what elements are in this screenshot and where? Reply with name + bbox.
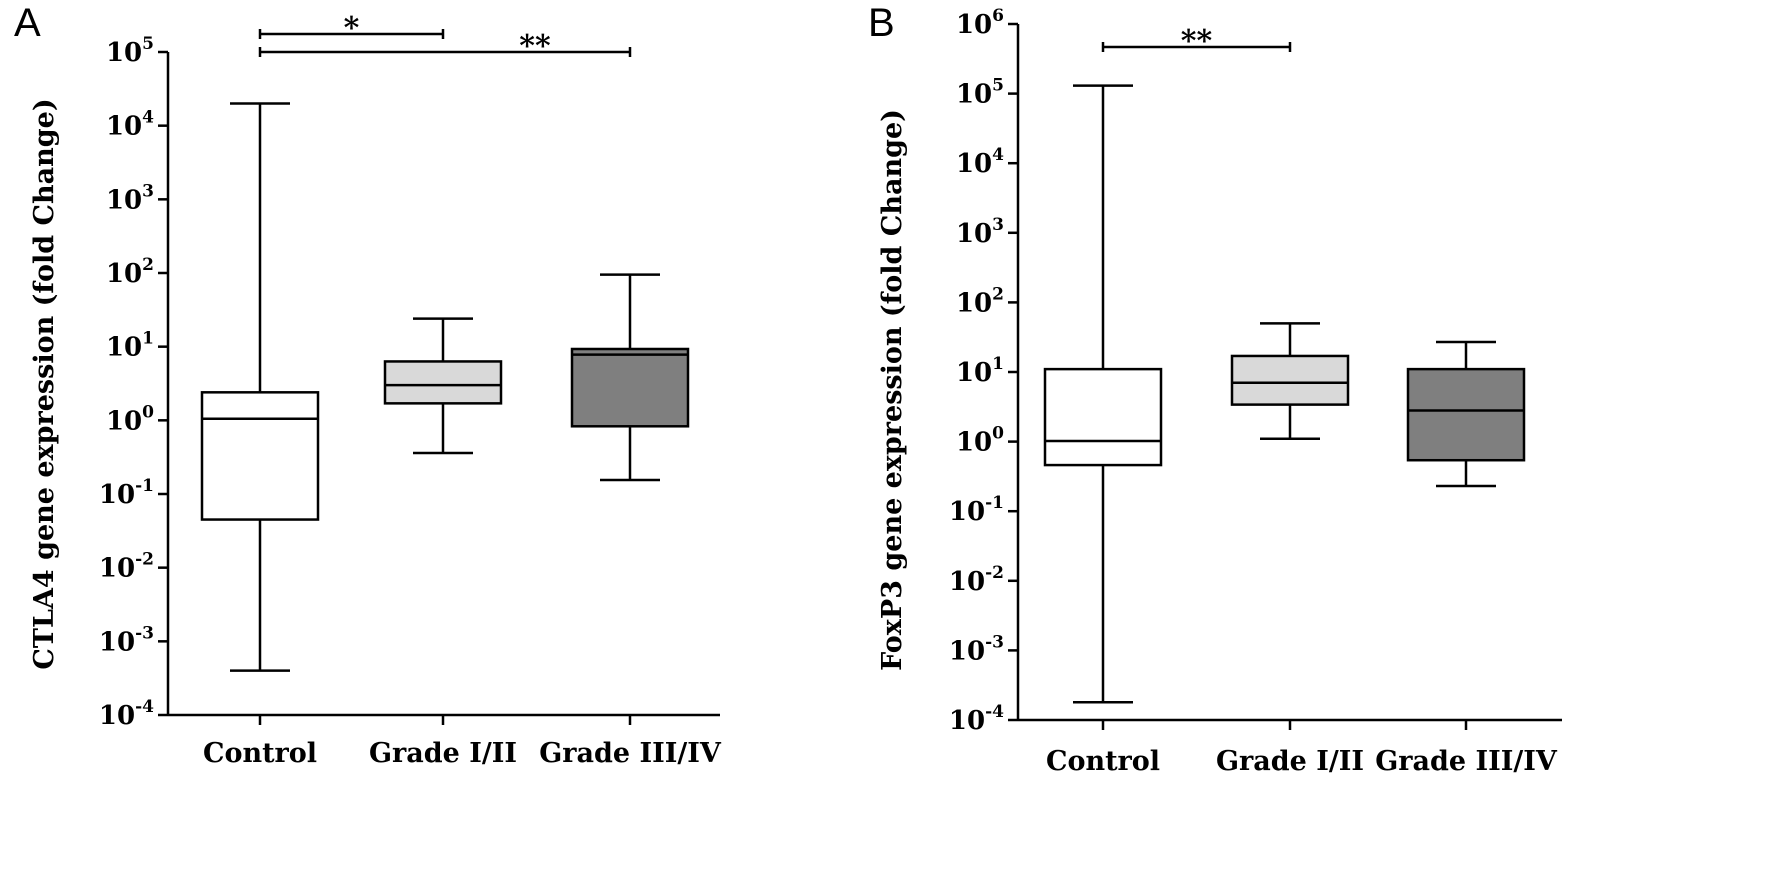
y-tick-label: 10-1	[949, 493, 1004, 527]
box-grade-i-ii	[383, 317, 503, 455]
x-tick-label: Grade III/IV	[539, 738, 722, 769]
y-tick-label: 100	[956, 424, 1004, 458]
y-tick-label: 10-2	[99, 550, 154, 584]
box-grade-iii-iv	[1406, 340, 1526, 488]
significance-bracket: *	[258, 11, 445, 46]
chart-panel-b: B 10-4 10-3 10-2 10-1 100 101 102 103 104 105 106 Fo…	[868, 1, 1562, 777]
x-tick-label: Control	[203, 738, 317, 769]
y-tick-label: 10-2	[949, 563, 1004, 597]
iqr-box	[1043, 367, 1163, 467]
x-tick-label: Grade I/II	[1216, 746, 1364, 777]
y-axis-label: CTLA4 gene expression (fold Change)	[29, 98, 60, 669]
panel-label: B	[868, 1, 895, 45]
y-tick-label: 103	[106, 181, 154, 215]
significance-label: **	[1181, 24, 1213, 59]
y-tick-label: 100	[106, 402, 154, 436]
iqr-box	[383, 360, 503, 405]
x-tick-label: Grade III/IV	[1375, 746, 1558, 777]
y-axis-label: FoxP3 gene expression (fold Change)	[877, 109, 908, 671]
box-control	[200, 102, 320, 672]
panel-label: A	[14, 1, 41, 45]
y-tick-label: 104	[956, 145, 1004, 179]
box-control	[1043, 84, 1163, 704]
significance-bracket: **	[258, 29, 632, 64]
iqr-box	[200, 391, 320, 521]
y-tick-label: 10-4	[949, 702, 1004, 736]
iqr-box	[570, 347, 690, 428]
iqr-box	[1406, 367, 1526, 462]
significance-bracket: **	[1101, 24, 1292, 59]
box-grade-i-ii	[1230, 322, 1350, 440]
y-tick-label: 105	[106, 34, 154, 68]
y-tick-label: 101	[106, 329, 154, 363]
x-tick-label: Grade I/II	[369, 738, 517, 769]
chart-panel-a: A 10-4 10-3 10-2 10-1 100 101 102 103 104 105 CTLA4…	[14, 1, 722, 769]
y-tick-label: 106	[956, 6, 1004, 40]
y-tick-label: 103	[956, 215, 1004, 249]
y-tick-label: 10-4	[99, 697, 154, 731]
y-tick-label: 10-3	[949, 632, 1004, 666]
significance-label: **	[519, 29, 551, 64]
y-tick-label: 10-3	[99, 623, 154, 657]
y-tick-label: 104	[106, 108, 154, 142]
y-tick-label: 105	[956, 76, 1004, 110]
iqr-box	[1230, 354, 1350, 406]
x-tick-label: Control	[1046, 746, 1160, 777]
significance-label: *	[344, 11, 360, 46]
box-grade-iii-iv	[570, 273, 690, 482]
y-tick-label: 10-1	[99, 476, 154, 510]
y-tick-label: 102	[106, 255, 154, 289]
y-tick-label: 102	[956, 284, 1004, 318]
y-tick-label: 101	[956, 354, 1004, 388]
